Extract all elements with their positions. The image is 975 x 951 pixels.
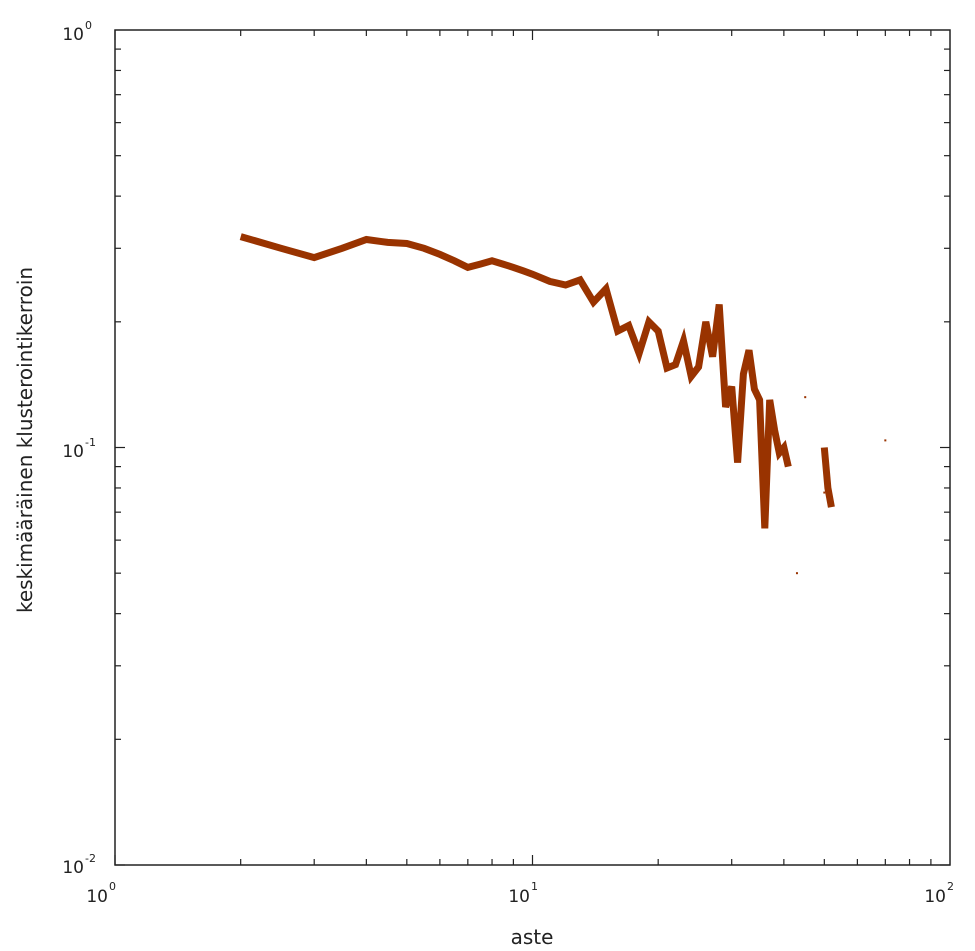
y-tick-label: 10	[62, 858, 84, 878]
series-line-0	[239, 233, 792, 529]
x-tick-exp: 0	[109, 880, 116, 893]
y-tick-label: 10	[62, 442, 84, 462]
y-tick-exp: -1	[85, 436, 96, 449]
x-tick-exp: 1	[531, 880, 538, 893]
y-tick-exp: 0	[85, 19, 92, 32]
x-tick-label: 10	[924, 887, 946, 907]
y-tick-exp: -2	[85, 852, 96, 865]
y-tick-label: 10	[62, 25, 84, 45]
y-axis-label: keskimääräinen klusterointikerroin	[13, 267, 37, 613]
data-point	[804, 396, 807, 399]
x-axis-label: aste	[511, 925, 554, 949]
series-layer	[239, 233, 887, 575]
x-tick-label: 10	[508, 887, 530, 907]
data-point	[795, 572, 798, 575]
x-tick-exp: 2	[947, 880, 954, 893]
data-point	[823, 491, 826, 494]
series-line-1	[820, 447, 835, 508]
data-point	[884, 439, 887, 442]
axis-ticks	[114, 30, 950, 866]
x-tick-label: 10	[86, 887, 108, 907]
plot-area	[114, 29, 951, 866]
